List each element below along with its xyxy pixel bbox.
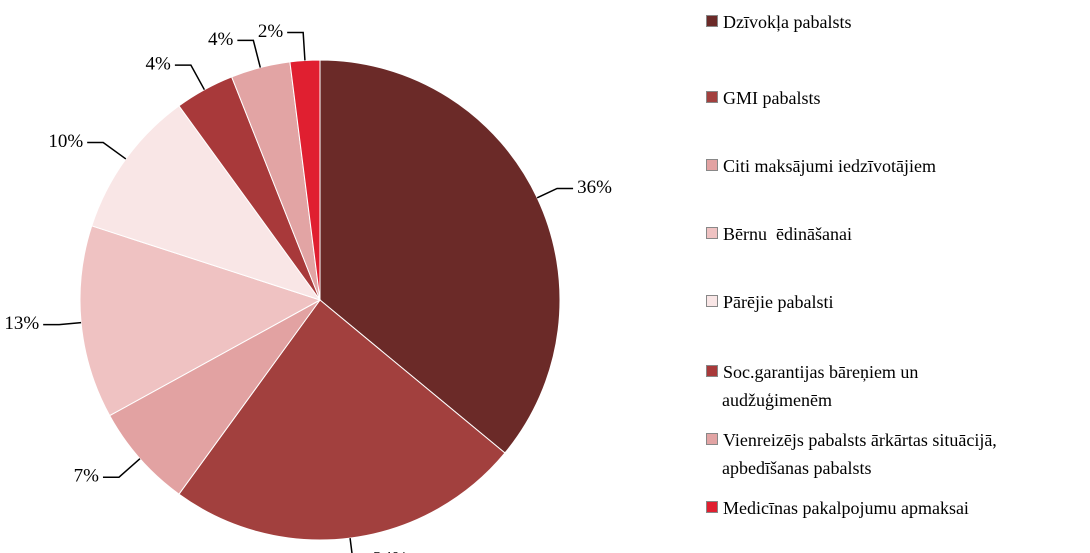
legend-label: Soc.garantijas bāreņiem un audžuģimenēm <box>722 362 923 410</box>
pie-slice <box>178 299 506 541</box>
pie-slice <box>289 59 321 301</box>
leader-line <box>536 187 574 199</box>
legend-label: Citi maksājumi iedzīvotājiem <box>723 156 936 176</box>
leader-line <box>87 141 127 160</box>
pie-slice <box>109 299 321 495</box>
legend-swatch <box>706 433 718 445</box>
leader-line <box>102 458 141 478</box>
data-label: 7% <box>74 466 100 487</box>
legend-label: Vienreizējs pabalsts ārkārtas situācijā,… <box>722 430 1002 478</box>
legend-label: Dzīvokļa pabalsts <box>723 12 852 32</box>
legend-item: Medicīnas pakalpojumu apmaksai <box>706 494 1022 522</box>
chart: 36% 24% 7% 13% 10% 4% 4% 2% <box>4 21 612 553</box>
data-label: 36% <box>577 177 612 198</box>
pie-slice <box>91 105 322 301</box>
data-label: 4% <box>146 54 172 75</box>
legend-item: Soc.garantijas bāreņiem un audžuģimenēm <box>706 358 1022 414</box>
data-label: 13% <box>4 313 39 334</box>
legend-item: Citi maksājumi iedzīvotājiem <box>706 152 1022 180</box>
legend-label: Pārējie pabalsti <box>723 292 834 312</box>
legend-label: Bērnu ēdināšanai <box>723 224 852 244</box>
leader-line <box>237 39 262 68</box>
legend-swatch <box>706 91 718 103</box>
legend-swatch <box>706 365 718 377</box>
leader-line <box>43 321 82 326</box>
legend-label: GMI pabalsts <box>723 88 821 108</box>
legend-item: Dzīvokļa pabalsts <box>706 8 1022 36</box>
legend-swatch <box>706 501 718 513</box>
data-label: 4% <box>208 29 234 50</box>
leader-line <box>287 31 306 61</box>
leader-line <box>174 64 206 91</box>
legend-swatch <box>706 227 718 239</box>
legend-label: Medicīnas pakalpojumu apmaksai <box>723 498 969 518</box>
data-label: 10% <box>48 131 83 152</box>
legend-item: Bērnu ēdināšanai <box>706 220 1022 248</box>
pie-slice <box>319 59 561 454</box>
legend-item: Pārējie pabalsti <box>706 288 1022 316</box>
legend-swatch <box>706 15 718 27</box>
legend-swatch <box>706 159 718 171</box>
data-label: 24% <box>373 548 408 553</box>
legend-item: Vienreizējs pabalsts ārkārtas situācijā,… <box>706 426 1022 482</box>
leader-line <box>349 538 353 553</box>
legend-item: GMI pabalsts <box>706 84 1022 112</box>
data-label: 2% <box>258 21 284 42</box>
legend-swatch <box>706 295 718 307</box>
